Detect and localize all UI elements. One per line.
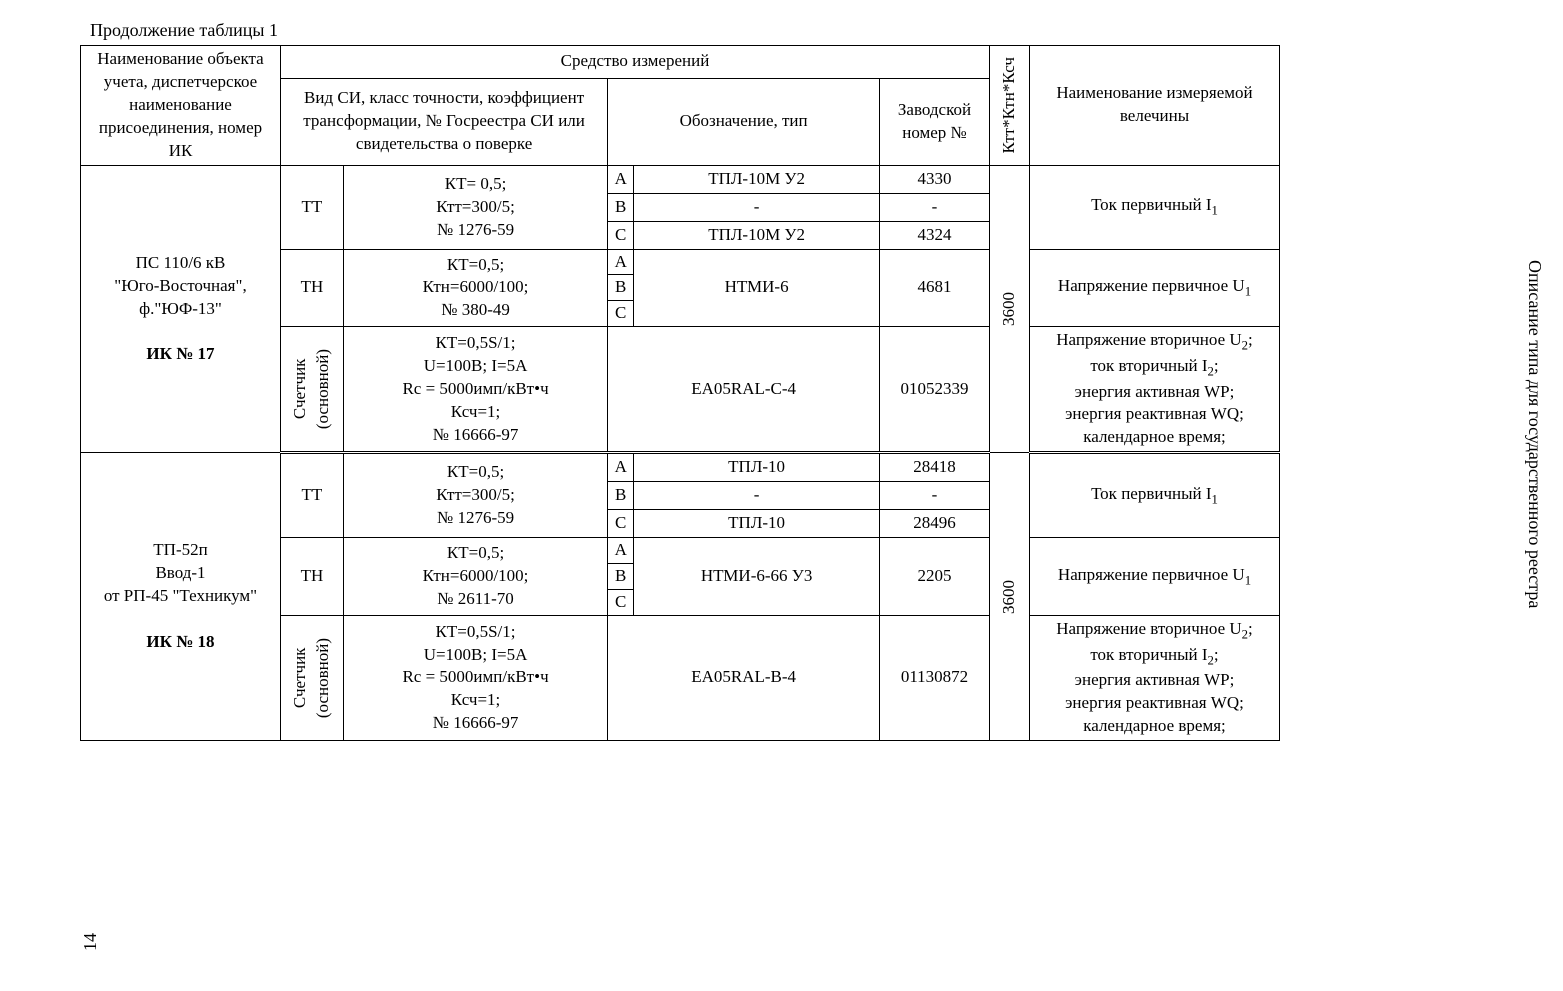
header-measurement-group: Средство измерений xyxy=(281,46,990,79)
phase-b: B xyxy=(608,193,634,221)
meter-type: EA05RAL-C-4 xyxy=(608,327,880,453)
tt-serial-a: 28418 xyxy=(880,453,990,482)
object-cell-18: ТП-52п Ввод-1 от РП-45 "Техникум" ИК № 1… xyxy=(81,453,281,741)
tt-label: ТТ xyxy=(281,165,344,249)
tn-spec: КТ=0,5; Ктн=6000/100; № 380-49 xyxy=(343,249,607,327)
tn-label: ТН xyxy=(281,538,344,616)
tn-type: НТМИ-6-66 У3 xyxy=(634,538,880,616)
header-serial: Заводской номер № xyxy=(880,78,990,165)
phase-a: A xyxy=(608,165,634,193)
tt-type-b: - xyxy=(634,193,880,221)
tn-serial: 2205 xyxy=(880,538,990,616)
phase-b: B xyxy=(608,482,634,510)
tt-type-c: ТПЛ-10М У2 xyxy=(634,221,880,249)
meter-type: EA05RAL-B-4 xyxy=(608,615,880,740)
tt-serial-c: 28496 xyxy=(880,510,990,538)
tt-serial-b: - xyxy=(880,482,990,510)
meter-serial: 01052339 xyxy=(880,327,990,453)
measured-tt: Ток первичный I1 xyxy=(1030,453,1280,538)
tt-serial-c: 4324 xyxy=(880,221,990,249)
measured-meter: Напряжение вторичное U2; ток вторичный I… xyxy=(1030,615,1280,740)
phase-c: C xyxy=(608,221,634,249)
main-table: Наименование объекта учета, диспетчерско… xyxy=(80,45,1280,741)
tt-type-b: - xyxy=(634,482,880,510)
tt-spec: КТ= 0,5; Ктт=300/5; № 1276-59 xyxy=(343,165,607,249)
side-margin-text: Описание типа для государственного реест… xyxy=(1524,260,1545,608)
coeff-18: 3600 xyxy=(990,453,1030,741)
phase-b: B xyxy=(608,275,634,301)
meter-label: Счетчик(основной) xyxy=(281,327,344,453)
header-object: Наименование объекта учета, диспетчерско… xyxy=(81,46,281,166)
table-row: ТП-52п Ввод-1 от РП-45 "Техникум" ИК № 1… xyxy=(81,453,1280,482)
measured-meter: Напряжение вторичное U2; ток вторичный I… xyxy=(1030,327,1280,453)
table-row: ПС 110/6 кВ "Юго-Восточная", ф."ЮФ-13" И… xyxy=(81,165,1280,193)
tt-serial-a: 4330 xyxy=(880,165,990,193)
tn-label: ТН xyxy=(281,249,344,327)
measured-tn: Напряжение первичное U1 xyxy=(1030,538,1280,616)
tn-spec: КТ=0,5; Ктн=6000/100; № 2611-70 xyxy=(343,538,607,616)
header-row-1: Наименование объекта учета, диспетчерско… xyxy=(81,46,1280,79)
phase-a: A xyxy=(608,453,634,482)
tt-type-a: ТПЛ-10М У2 xyxy=(634,165,880,193)
tn-type: НТМИ-6 xyxy=(634,249,880,327)
tt-label: ТТ xyxy=(281,453,344,538)
tn-serial: 4681 xyxy=(880,249,990,327)
phase-c: C xyxy=(608,590,634,616)
tt-spec: КТ=0,5; Ктт=300/5; № 1276-59 xyxy=(343,453,607,538)
object-cell-17: ПС 110/6 кВ "Юго-Восточная", ф."ЮФ-13" И… xyxy=(81,165,281,453)
header-designation: Обозначение, тип xyxy=(608,78,880,165)
header-si-type: Вид СИ, класс точности, коэффициент тран… xyxy=(281,78,608,165)
tt-type-a: ТПЛ-10 xyxy=(634,453,880,482)
table-caption: Продолжение таблицы 1 xyxy=(90,20,1513,41)
page-number: 14 xyxy=(80,933,101,951)
meter-serial: 01130872 xyxy=(880,615,990,740)
phase-a: A xyxy=(608,538,634,564)
header-measured-qty: Наименование измеряемой велечины xyxy=(1030,46,1280,166)
tt-type-c: ТПЛ-10 xyxy=(634,510,880,538)
phase-c: C xyxy=(608,510,634,538)
header-coeff: Ктт*Ктн*Ксч xyxy=(990,46,1030,166)
coeff-17: 3600 xyxy=(990,165,1030,453)
measured-tt: Ток первичный I1 xyxy=(1030,165,1280,249)
tt-serial-b: - xyxy=(880,193,990,221)
meter-label: Счетчик(основной) xyxy=(281,615,344,740)
phase-c: C xyxy=(608,301,634,327)
measured-tn: Напряжение первичное U1 xyxy=(1030,249,1280,327)
meter-spec: КТ=0,5S/1; U=100В; I=5А Rс = 5000имп/кВт… xyxy=(343,615,607,740)
meter-spec: КТ=0,5S/1; U=100В; I=5А Rс = 5000имп/кВт… xyxy=(343,327,607,453)
phase-b: B xyxy=(608,564,634,590)
phase-a: A xyxy=(608,249,634,275)
